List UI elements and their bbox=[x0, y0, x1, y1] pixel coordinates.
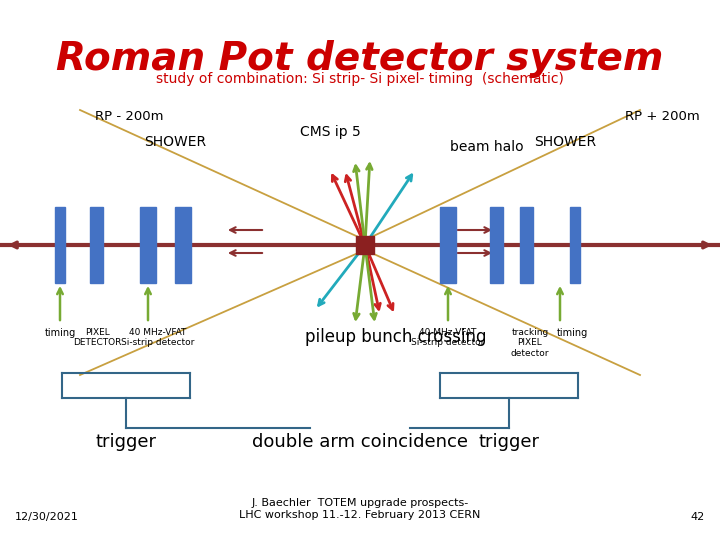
Text: timing: timing bbox=[45, 328, 76, 338]
Text: RP - 200m: RP - 200m bbox=[95, 110, 163, 123]
Bar bbox=[520, 207, 533, 283]
Text: Roman Pot detector system: Roman Pot detector system bbox=[56, 40, 664, 78]
Text: CMS ip 5: CMS ip 5 bbox=[300, 125, 361, 139]
Bar bbox=[356, 236, 374, 254]
Text: RP + 200m: RP + 200m bbox=[625, 110, 700, 123]
Bar bbox=[140, 207, 156, 283]
Text: J. Baechler  TOTEM upgrade prospects-
LHC workshop 11.-12. February 2013 CERN: J. Baechler TOTEM upgrade prospects- LHC… bbox=[239, 498, 481, 520]
Text: 40 MHz-VFAT
Si-strip detector: 40 MHz-VFAT Si-strip detector bbox=[411, 328, 485, 347]
Text: SHOWER: SHOWER bbox=[534, 135, 596, 149]
Bar bbox=[490, 207, 503, 283]
Text: 40 MHz-VFAT
Si-strip detector: 40 MHz-VFAT Si-strip detector bbox=[121, 328, 194, 347]
Text: pileup bunch crossing: pileup bunch crossing bbox=[305, 328, 487, 346]
Bar bbox=[55, 207, 65, 283]
Text: PIXEL
DETECTOR: PIXEL DETECTOR bbox=[73, 328, 121, 347]
Text: tracking
PIXEL
detector: tracking PIXEL detector bbox=[510, 328, 549, 358]
Bar bbox=[90, 207, 103, 283]
Bar bbox=[440, 207, 456, 283]
Text: 42: 42 bbox=[690, 512, 705, 522]
Text: SHOWER: SHOWER bbox=[144, 135, 206, 149]
Bar bbox=[175, 207, 191, 283]
Text: study of combination: Si strip- Si pixel- timing  (schematic): study of combination: Si strip- Si pixel… bbox=[156, 72, 564, 86]
Text: beam halo: beam halo bbox=[450, 140, 523, 154]
Text: 12/30/2021: 12/30/2021 bbox=[15, 512, 79, 522]
Text: trigger: trigger bbox=[96, 433, 156, 451]
Text: double arm coincidence: double arm coincidence bbox=[252, 433, 468, 451]
Text: timing: timing bbox=[557, 328, 588, 338]
Text: trigger: trigger bbox=[479, 433, 539, 451]
Bar bbox=[570, 207, 580, 283]
